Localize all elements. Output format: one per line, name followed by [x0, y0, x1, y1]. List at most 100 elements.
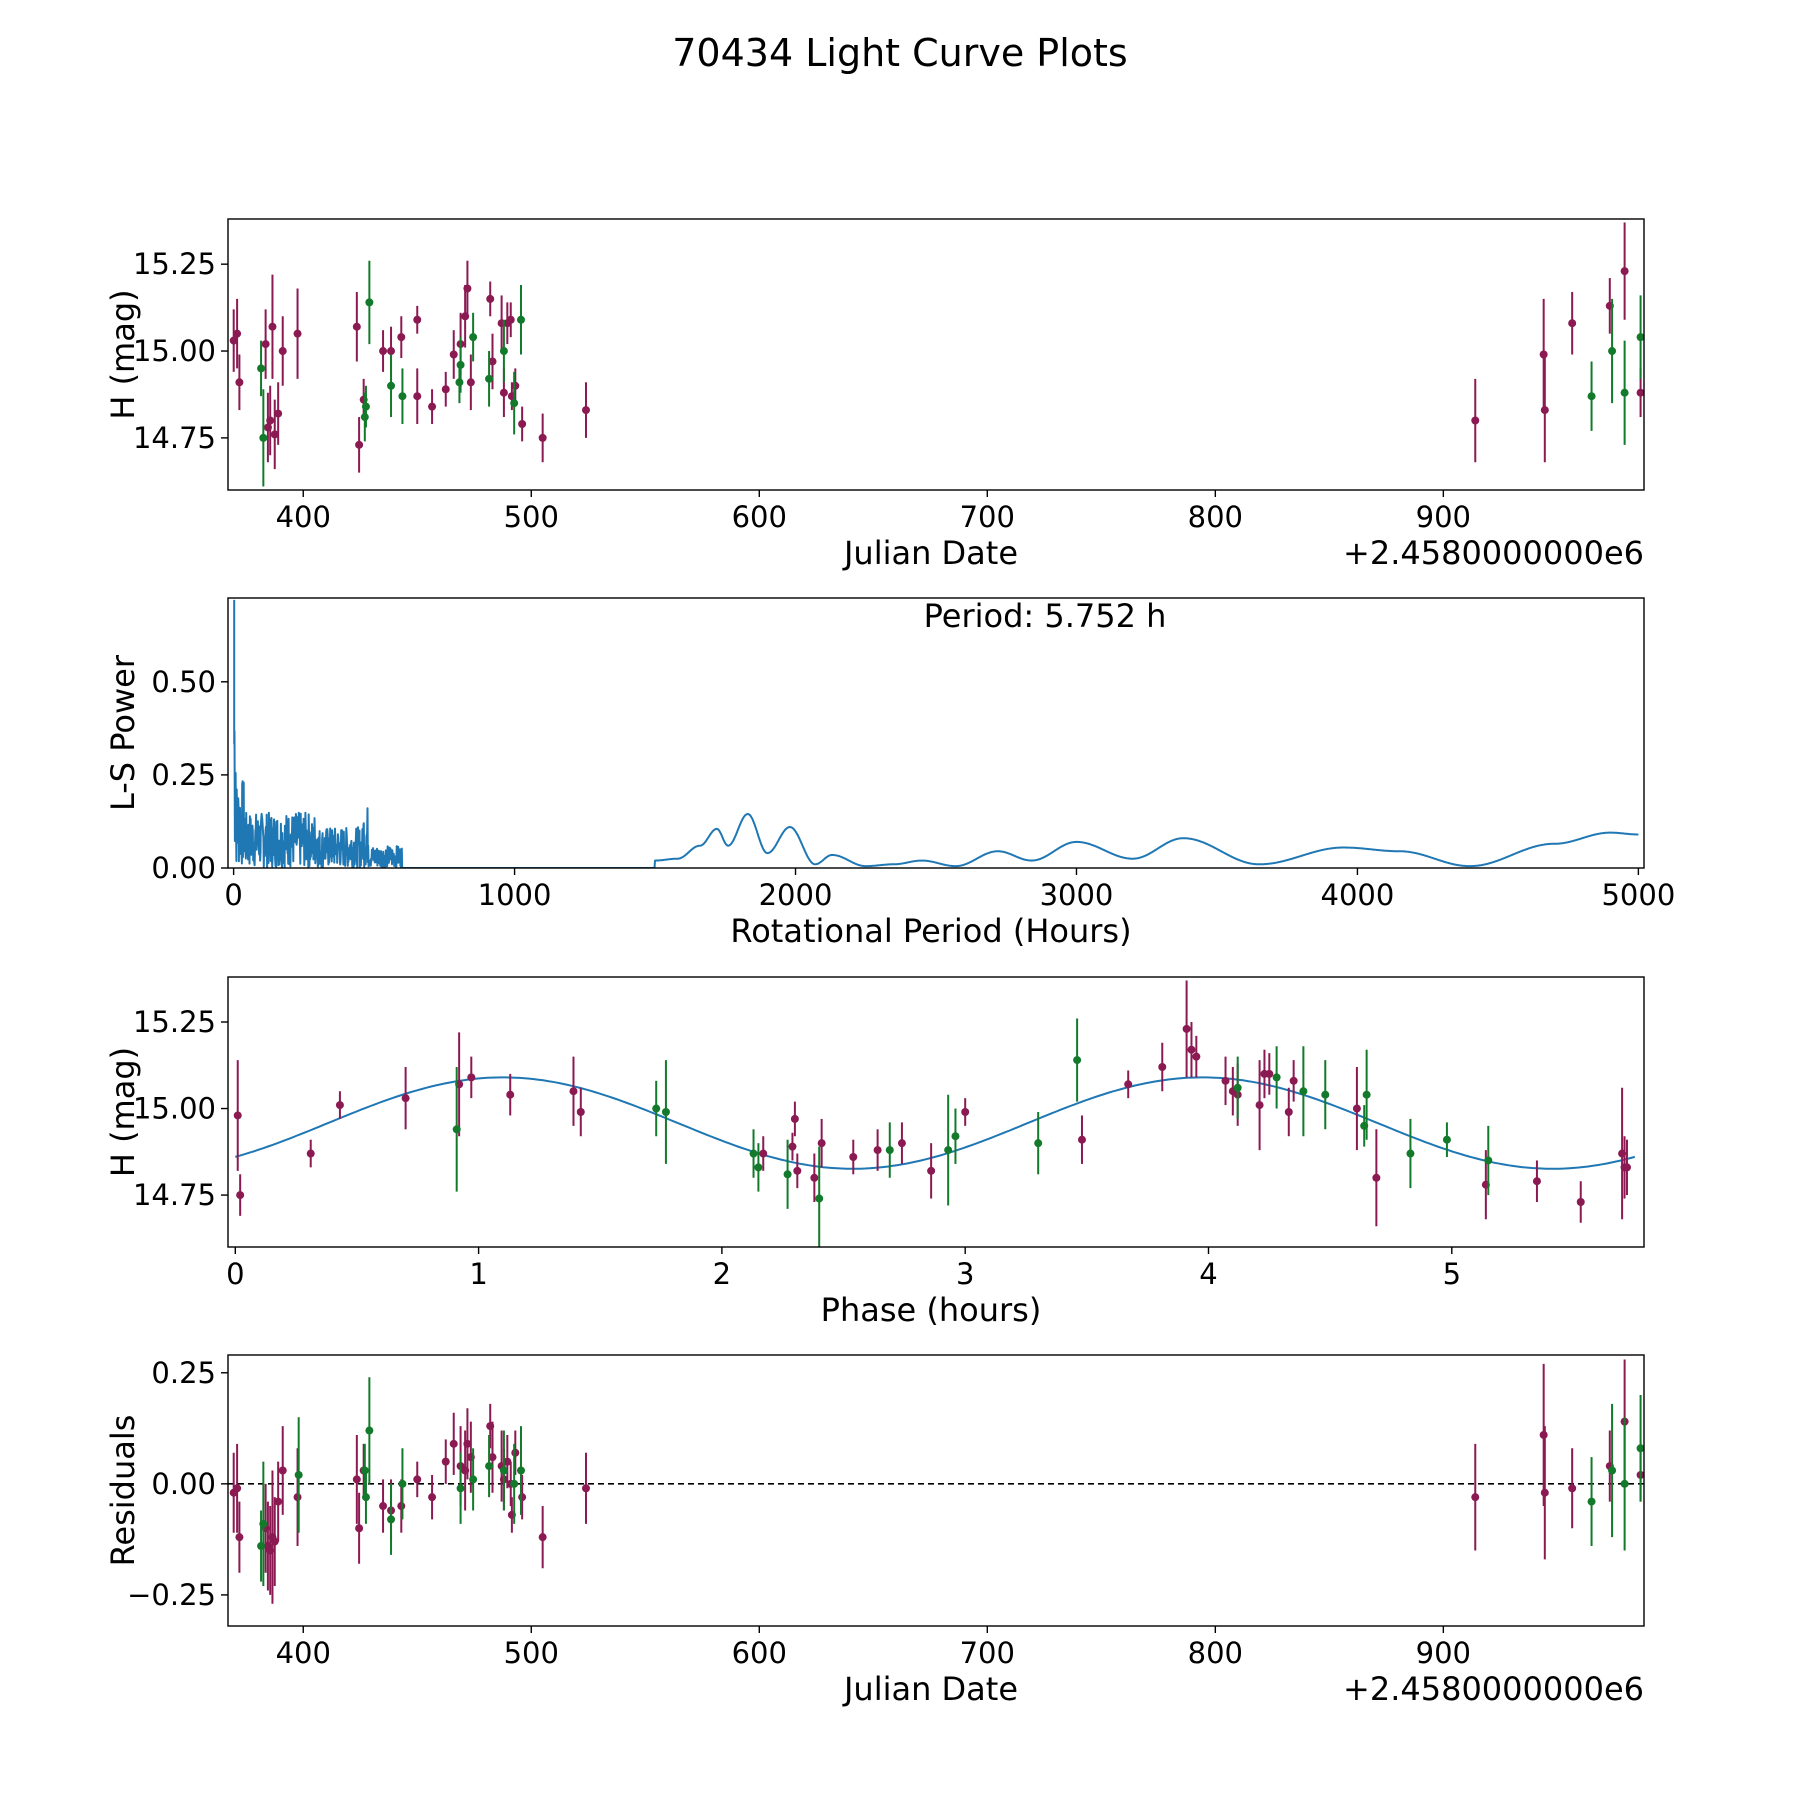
- data-point: [360, 413, 369, 422]
- data-point: [1124, 1080, 1133, 1089]
- data-point: [257, 364, 266, 373]
- x-tick-label: 4: [1199, 1257, 1217, 1291]
- data-point: [1406, 1149, 1415, 1158]
- data-point: [469, 1475, 478, 1484]
- data-point: [1636, 388, 1644, 397]
- x-tick-label: 3000: [1040, 878, 1114, 912]
- data-point: [511, 381, 520, 390]
- y-axis-label: H (mag): [104, 1047, 142, 1177]
- data-point: [538, 433, 547, 442]
- data-point: [783, 1170, 792, 1179]
- data-point: [1540, 406, 1549, 415]
- x-tick-label: 800: [1188, 500, 1243, 534]
- x-tick-label: 1: [469, 1257, 487, 1291]
- data-point: [1265, 1069, 1274, 1078]
- data-point: [1352, 1104, 1361, 1113]
- y-tick-label: 14.75: [133, 421, 216, 455]
- data-point: [499, 1466, 508, 1475]
- data-point: [485, 374, 494, 383]
- data-point: [1539, 1430, 1548, 1439]
- data-point: [463, 1439, 472, 1448]
- data-point: [506, 315, 515, 324]
- axes-frame: [227, 218, 1645, 491]
- data-point: [413, 1475, 422, 1484]
- data-point: [1539, 350, 1548, 359]
- periodogram-panel: Period: 5.752 h 0 1000 2000 3000 4000 5000 0.00…: [104, 597, 1675, 950]
- data-point: [413, 392, 422, 401]
- data-point: [652, 1104, 661, 1113]
- data-point: [576, 1108, 585, 1116]
- data-point: [413, 315, 422, 324]
- data-point: [581, 406, 590, 415]
- data-point: [467, 1073, 476, 1082]
- data-point: [1158, 1063, 1167, 1071]
- data-point: [466, 378, 475, 387]
- data-point: [1471, 416, 1480, 425]
- y-tick-label: −0.25: [127, 1578, 216, 1612]
- data-point: [485, 1462, 494, 1471]
- data-point: [229, 336, 238, 345]
- data-point: [1362, 1090, 1371, 1099]
- y-tick-label: 0.00: [151, 1467, 216, 1501]
- data-point: [885, 1146, 894, 1155]
- y-tick-label: 0.25: [151, 1356, 216, 1390]
- y-tick-label: 0.25: [151, 758, 216, 792]
- data-point: [365, 1426, 374, 1435]
- x-offset-label: +2.4580000000e6: [1343, 1670, 1644, 1708]
- phase-folded-panel: 0 1 2 3 4 5 14.75 15.00 15.25 Phase (hours) H (mag…: [104, 976, 1645, 1329]
- y-tick-label: 15.25: [133, 247, 216, 281]
- data-point: [790, 1114, 799, 1123]
- x-offset-label: +2.4580000000e6: [1343, 534, 1644, 572]
- data-point: [456, 360, 465, 369]
- data-point: [401, 1094, 410, 1103]
- data-point: [1471, 1493, 1480, 1502]
- data-point: [927, 1166, 936, 1175]
- data-point: [517, 315, 526, 324]
- x-tick-label: 700: [960, 1636, 1015, 1670]
- data-point: [449, 1439, 458, 1448]
- data-point: [387, 381, 396, 390]
- data-point: [1636, 1444, 1644, 1453]
- x-tick-label: 400: [276, 1636, 331, 1670]
- x-tick-label: 700: [960, 500, 1015, 534]
- data-point: [452, 1125, 461, 1134]
- data-point: [517, 1466, 526, 1475]
- x-tick-label: 2: [713, 1257, 731, 1291]
- plot-area: [233, 599, 1639, 868]
- data-point: [379, 1502, 388, 1511]
- periodogram-line: [233, 599, 1639, 868]
- data-point: [379, 347, 388, 356]
- plot-area: [229, 222, 1644, 487]
- data-point: [428, 1493, 437, 1502]
- data-point: [538, 1533, 547, 1542]
- x-tick-label: 5: [1443, 1257, 1461, 1291]
- data-point: [360, 1466, 369, 1475]
- data-point: [335, 1101, 344, 1110]
- model-curve: [235, 1076, 1636, 1170]
- y-tick-label: 0.50: [151, 665, 216, 699]
- data-point: [810, 1173, 819, 1182]
- data-point: [1299, 1087, 1308, 1096]
- x-tick-label: 500: [504, 1636, 559, 1670]
- data-point: [261, 340, 270, 349]
- data-point: [270, 430, 279, 439]
- data-point: [352, 1475, 361, 1484]
- data-point: [510, 1479, 519, 1488]
- data-point: [1587, 392, 1596, 401]
- data-point: [873, 1146, 882, 1155]
- data-point: [506, 1090, 515, 1099]
- residuals-panel: 400 500 600 700 800 900 −0.25 0.00 0.25 Julian Da…: [104, 1354, 1645, 1708]
- data-point: [1620, 267, 1629, 276]
- data-point: [661, 1108, 670, 1116]
- data-point: [455, 378, 464, 387]
- data-point: [266, 416, 275, 425]
- data-point: [398, 1479, 407, 1488]
- data-point: [1608, 1466, 1617, 1475]
- data-point: [1620, 1479, 1629, 1488]
- data-point: [1034, 1139, 1043, 1148]
- data-point: [1182, 1024, 1191, 1033]
- data-point: [793, 1166, 802, 1175]
- data-point: [1321, 1090, 1330, 1099]
- x-axis-label: Phase (hours): [821, 1291, 1042, 1329]
- data-point: [849, 1153, 858, 1161]
